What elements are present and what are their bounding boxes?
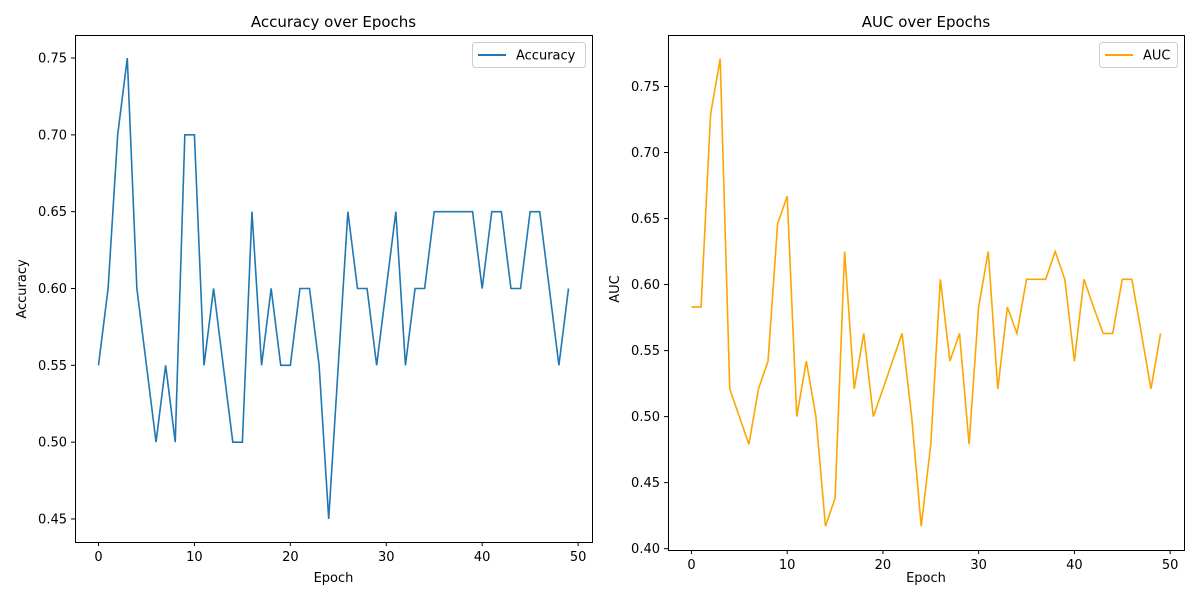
y-tick-label: 0.60 (38, 282, 67, 297)
series-line-auc (691, 58, 1162, 527)
tick-group: 0 10 20 30 40 50 0.45 0.50 0.55 0.60 0.65 0.70 0.75 (38, 52, 586, 565)
x-tick-label: 40 (1066, 558, 1083, 573)
accuracy-chart: Accuracy over Epochs Epoch Accuracy 0 10 2… (15, 13, 593, 586)
y-tick-label: 0.60 (631, 278, 660, 293)
x-tick-label: 10 (779, 558, 796, 573)
legend-box (1099, 42, 1178, 68)
x-tick-label: 10 (186, 550, 203, 565)
x-tick-label: 0 (94, 550, 102, 565)
y-axis-label: AUC (608, 275, 623, 303)
y-tick-label: 0.65 (38, 205, 67, 220)
y-tick-label: 0.50 (631, 410, 660, 425)
chart-title: AUC over Epochs (862, 13, 991, 31)
legend-label-auc: AUC (1143, 49, 1171, 64)
y-tick-label: 0.55 (38, 359, 67, 374)
x-tick-label: 30 (970, 558, 987, 573)
x-tick-label: 40 (474, 550, 491, 565)
legend-label-accuracy: Accuracy (516, 49, 576, 64)
y-tick-label: 0.70 (631, 146, 660, 161)
y-tick-label: 0.75 (631, 80, 660, 95)
series-line-accuracy (97, 57, 570, 519)
y-tick-label: 0.75 (38, 52, 67, 67)
x-tick-label: 20 (282, 550, 299, 565)
y-axis-label: Accuracy (15, 259, 30, 319)
y-tick-label: 0.55 (631, 344, 660, 359)
tick-group: 0 10 20 30 40 50 0.40 0.45 0.50 0.55 0.60 0.65 0.70 0… (631, 80, 1178, 573)
chart-title: Accuracy over Epochs (251, 13, 416, 31)
legend-box (472, 42, 586, 68)
legend: Accuracy (472, 42, 586, 68)
x-tick-label: 50 (570, 550, 587, 565)
y-tick-label: 0.50 (38, 436, 67, 451)
x-tick-label: 0 (687, 558, 695, 573)
y-tick-label: 0.45 (38, 512, 67, 527)
y-tick-label: 0.45 (631, 476, 660, 491)
legend: AUC (1099, 42, 1178, 68)
x-axis-label: Epoch (314, 571, 354, 586)
plot-frame (75, 35, 593, 543)
y-tick-label: 0.40 (631, 542, 660, 557)
plot-frame (668, 35, 1185, 551)
x-axis-label: Epoch (906, 571, 946, 586)
y-tick-label: 0.70 (38, 128, 67, 143)
x-tick-label: 50 (1162, 558, 1179, 573)
x-tick-label: 30 (378, 550, 395, 565)
y-tick-label: 0.65 (631, 212, 660, 227)
auc-chart: AUC over Epochs Epoch AUC 0 10 20 30 40 50 0.4… (608, 13, 1185, 586)
x-tick-label: 20 (875, 558, 892, 573)
